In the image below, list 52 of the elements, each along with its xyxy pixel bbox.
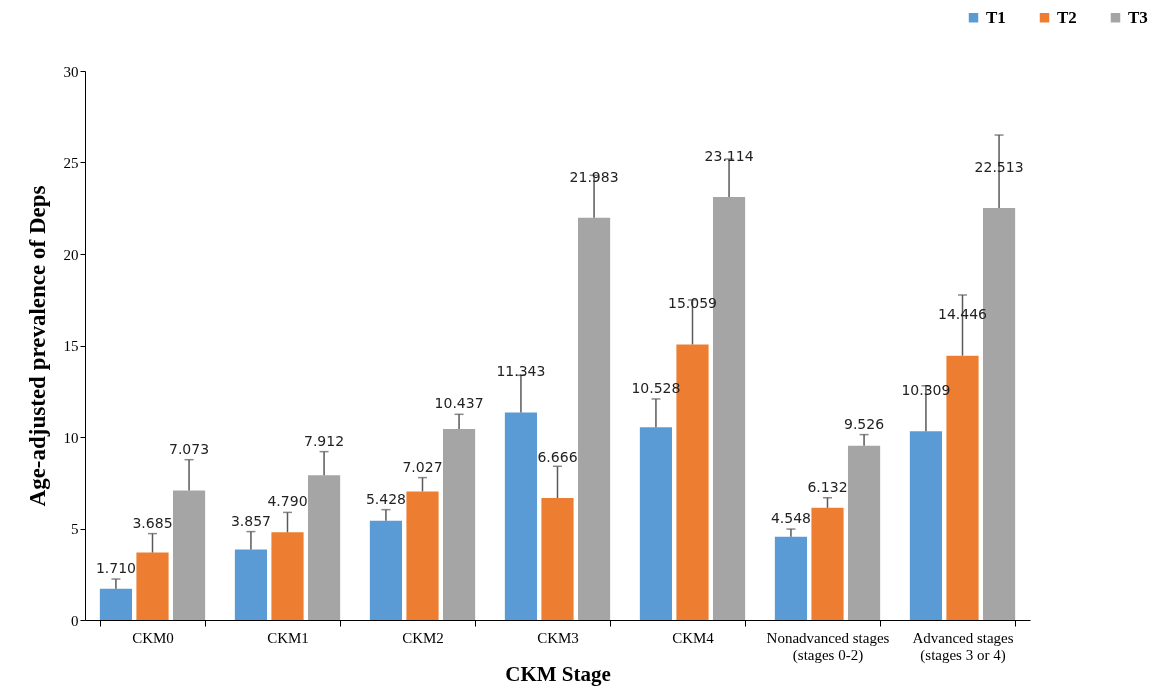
bar: [307, 475, 341, 620]
x-tick-label: Nonadvanced stages (stages 0-2): [766, 629, 890, 664]
y-tick-label: 15: [63, 338, 79, 354]
data-label: 6.666: [537, 448, 578, 465]
bar: [504, 412, 538, 620]
bar: [442, 429, 476, 620]
data-label: 1.710: [95, 560, 136, 577]
x-tick-label: Advanced stages (stages 3 or 4): [912, 629, 1014, 664]
legend-label: T2: [1057, 7, 1077, 27]
bar: [172, 490, 206, 620]
data-label: 9.526: [844, 415, 885, 432]
legend-label: T1: [986, 7, 1006, 27]
data-label: 10.437: [434, 395, 484, 412]
data-label: 21.983: [569, 168, 619, 185]
bar: [406, 491, 439, 620]
data-label: 6.132: [807, 478, 848, 495]
bar: [136, 552, 169, 620]
bar: [909, 431, 943, 620]
y-tick-label: 20: [63, 246, 79, 263]
y-tick-label: 25: [63, 155, 79, 171]
bar: [847, 445, 881, 620]
y-tick-label: 0: [71, 612, 79, 629]
bar: [639, 427, 673, 620]
data-label: 7.027: [402, 458, 443, 475]
data-label: 7.912: [304, 432, 345, 449]
x-axis-title: CKM Stage: [505, 661, 611, 686]
x-tick-label: CKM2: [402, 629, 444, 646]
y-tick-label: 30: [63, 63, 79, 80]
data-label: 3.857: [230, 512, 271, 529]
data-label: 4.548: [770, 510, 811, 527]
x-tick-label: CKM4: [672, 629, 715, 646]
bar: [271, 532, 304, 620]
data-label: 5.428: [365, 490, 406, 507]
bar: [234, 549, 268, 620]
bar: [541, 498, 574, 620]
y-tick-label: 10: [63, 429, 79, 446]
legend-label: T3: [1128, 7, 1148, 27]
x-tick-label: CKM1: [267, 629, 309, 646]
bar: [99, 588, 133, 620]
data-label: 3.685: [132, 514, 173, 531]
y-axis-title: Age-adjusted prevalence of Deps: [24, 185, 50, 507]
data-label: 11.343: [496, 363, 546, 380]
bar: [811, 507, 844, 620]
x-tick-label: CKM3: [537, 629, 579, 646]
data-label: 7.073: [169, 441, 210, 458]
bar: [369, 520, 403, 620]
data-label: 23.114: [704, 147, 754, 164]
data-label: 4.790: [267, 493, 308, 510]
bar: [577, 217, 611, 620]
bar: [774, 536, 808, 620]
x-tick-label: CKM0: [132, 629, 174, 646]
y-tick-label: 5: [71, 521, 79, 537]
